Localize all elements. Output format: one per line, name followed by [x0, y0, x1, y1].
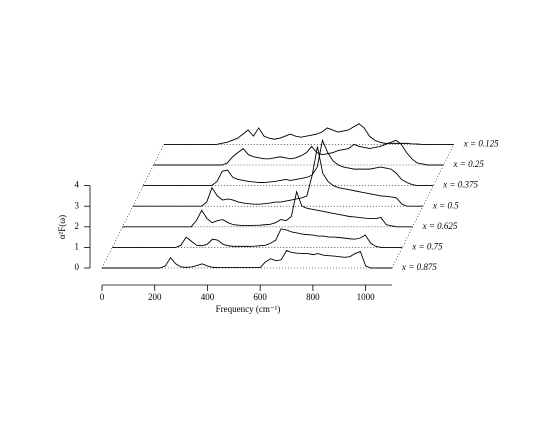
y-tick-label: 1 — [75, 241, 80, 251]
series-label: x = 0.75 — [411, 241, 443, 251]
spectrum-line — [132, 146, 423, 207]
spectrum-line — [143, 138, 434, 187]
x-tick-label: 400 — [201, 292, 215, 302]
y-tick-label: 4 — [75, 180, 80, 190]
series-label: x = 0.875 — [401, 262, 437, 272]
y-tick-label: 2 — [75, 221, 80, 231]
x-tick-label: 600 — [253, 292, 267, 302]
y-tick-label: 3 — [75, 200, 80, 210]
series-label: x = 0.5 — [432, 200, 459, 210]
y-axis-label: α²F(ω) — [57, 215, 67, 239]
series-label: x = 0.125 — [463, 138, 499, 148]
spectrum-line — [112, 228, 403, 248]
series-label: x = 0.625 — [422, 221, 458, 231]
x-tick-label: 0 — [100, 292, 105, 302]
spectrum-line — [102, 249, 392, 269]
spectrum-line — [153, 139, 444, 166]
x-tick-label: 200 — [148, 292, 162, 302]
x-tick-label: 800 — [306, 292, 320, 302]
series-label: x = 0.25 — [453, 159, 485, 169]
x-tick-label: 1000 — [357, 292, 376, 302]
series-label: x = 0.375 — [442, 180, 478, 190]
spectrum-line — [122, 190, 413, 228]
spectrum-line — [163, 123, 454, 145]
x-axis-label: Frequency (cm⁻¹) — [216, 304, 281, 314]
y-tick-label: 0 — [75, 262, 80, 272]
